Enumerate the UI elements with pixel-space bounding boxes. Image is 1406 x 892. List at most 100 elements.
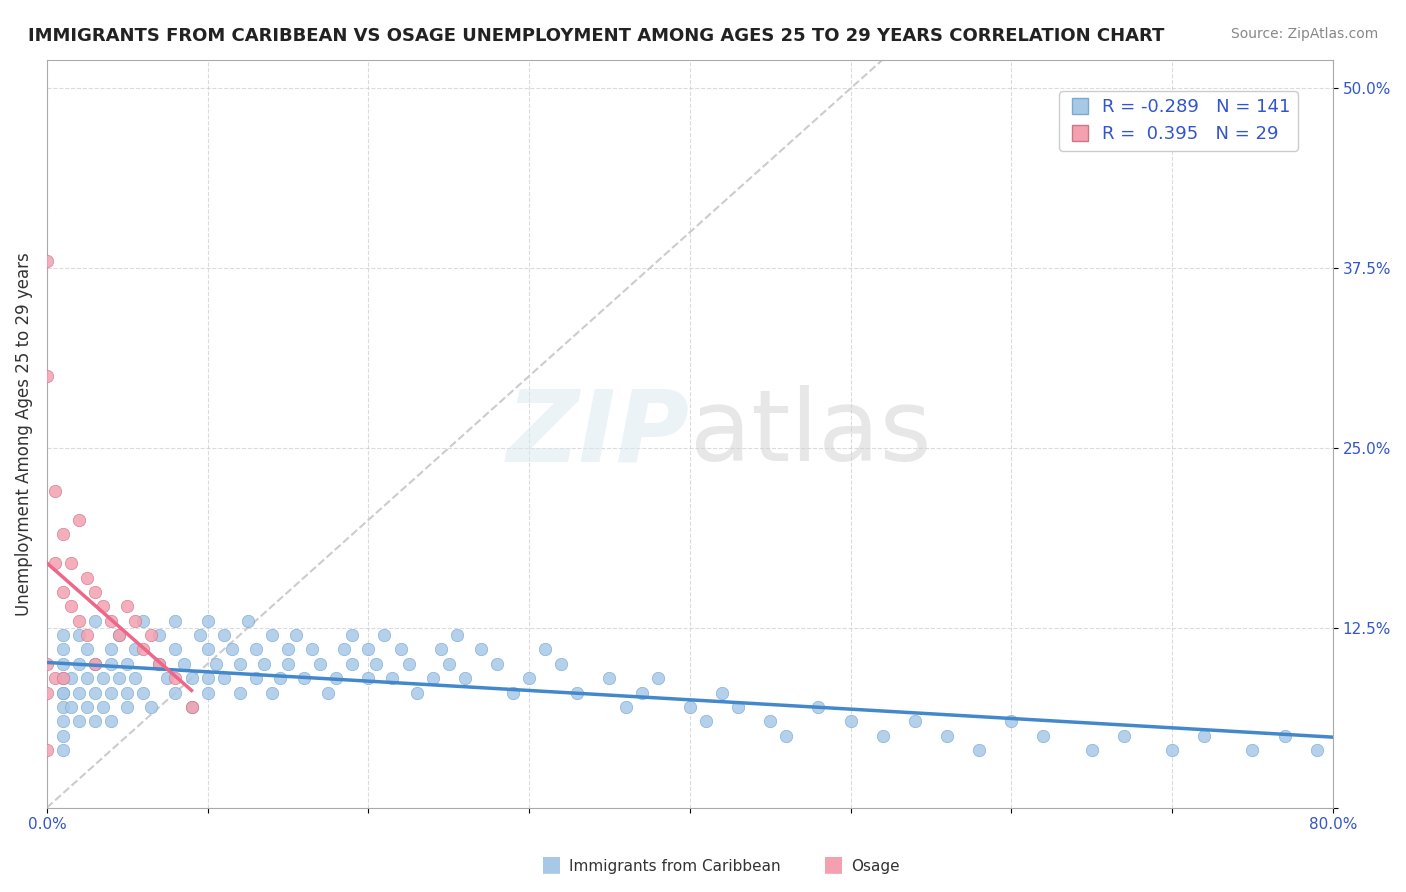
Point [165,614,187,628]
Point [204,657,226,671]
Point [197,642,219,657]
Point [52,642,75,657]
Point [366,657,388,671]
Point [76,671,98,685]
Point [333,642,356,657]
Text: Source: ZipAtlas.com: Source: ZipAtlas.com [1230,27,1378,41]
Point [405,685,427,699]
Point [277,657,299,671]
Point [91,671,114,685]
Point [67,685,90,699]
Point [936,729,959,743]
Text: IMMIGRANTS FROM CARIBBEAN VS OSAGE UNEMPLOYMENT AMONG AGES 25 TO 29 YEARS CORREL: IMMIGRANTS FROM CARIBBEAN VS OSAGE UNEMP… [28,27,1164,45]
Point [1161,743,1184,757]
Point [156,671,179,685]
Point [52,685,75,699]
Point [253,657,276,671]
Point [197,614,219,628]
Point [52,671,75,685]
Point [52,729,75,743]
Point [124,671,146,685]
Point [67,628,90,642]
Point [100,642,122,657]
Point [285,628,308,642]
Point [197,685,219,699]
Point [550,657,572,671]
Point [1032,729,1054,743]
Point [67,714,90,729]
Point [679,700,702,714]
Point [132,685,155,699]
Point [429,642,451,657]
Point [1080,743,1102,757]
Point [91,700,114,714]
Point [100,714,122,729]
Point [1274,729,1296,743]
Point [437,657,460,671]
Point [76,642,98,657]
Point [132,614,155,628]
Point [212,628,235,642]
Point [277,642,299,657]
Point [188,628,211,642]
Y-axis label: Unemployment Among Ages 25 to 29 years: Unemployment Among Ages 25 to 29 years [15,252,32,615]
Point [52,628,75,642]
Point [84,657,107,671]
Point [52,671,75,685]
Point [59,700,82,714]
Point [759,714,782,729]
Point [695,714,717,729]
Point [229,657,252,671]
Point [165,685,187,699]
Point [52,657,75,671]
Point [35,685,58,699]
Point [44,671,66,685]
Text: Osage: Osage [851,859,900,874]
Text: ■: ■ [823,855,844,874]
Point [91,599,114,614]
Point [124,614,146,628]
Point [614,700,637,714]
Point [630,685,652,699]
Point [727,700,749,714]
Point [141,700,163,714]
Point [301,642,323,657]
Point [35,743,58,757]
Point [567,685,589,699]
Point [309,657,332,671]
Point [598,671,620,685]
Point [389,642,412,657]
Point [517,671,540,685]
Point [454,671,477,685]
Point [124,642,146,657]
Point [967,743,990,757]
Point [229,685,252,699]
Point [100,614,122,628]
Point [292,671,315,685]
Point [357,642,380,657]
Point [84,657,107,671]
Point [398,657,420,671]
Point [422,671,444,685]
Point [67,614,90,628]
Point [117,657,139,671]
Point [373,628,395,642]
Point [197,671,219,685]
Point [807,700,830,714]
Point [325,671,347,685]
Point [165,671,187,685]
Point [76,700,98,714]
Point [342,628,364,642]
Point [108,628,131,642]
Point [165,642,187,657]
Point [1000,714,1022,729]
Point [76,570,98,584]
Point [141,628,163,642]
Point [84,714,107,729]
Point [260,628,283,642]
Point [44,556,66,570]
Point [872,729,894,743]
Point [381,671,404,685]
Point [84,585,107,599]
Point [35,369,58,384]
